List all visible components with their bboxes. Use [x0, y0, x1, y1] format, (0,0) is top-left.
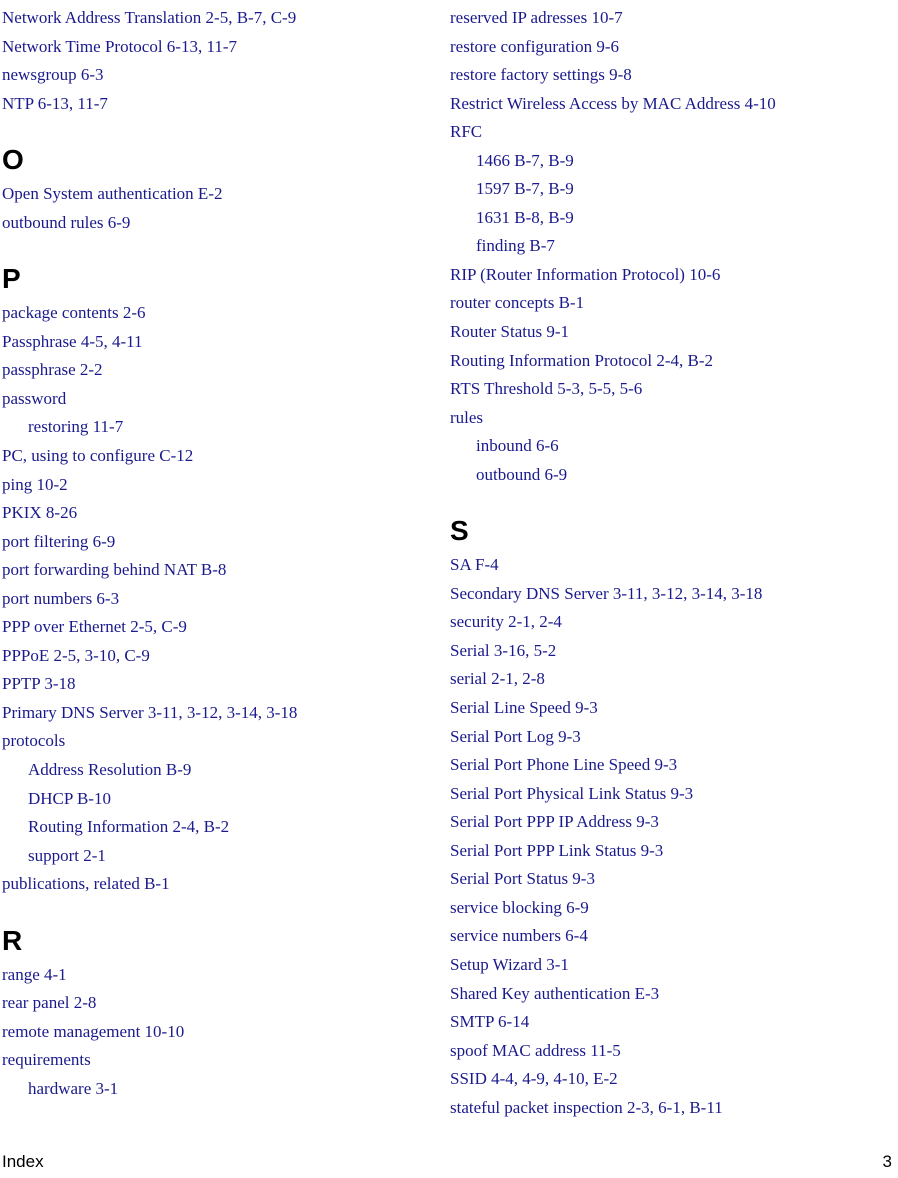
index-entry: Restrict Wireless Access by MAC Address … [450, 90, 880, 119]
index-subentry: 1631 B-8, B-9 [450, 204, 880, 233]
index-subentry: 1597 B-7, B-9 [450, 175, 880, 204]
index-entry: SMTP 6-14 [450, 1008, 880, 1037]
index-entry: Serial Port PPP IP Address 9-3 [450, 808, 880, 837]
footer-title: Index [2, 1152, 44, 1172]
left-column: Network Address Translation 2-5, B-7, C-… [0, 4, 450, 1122]
section-letter-o: O [2, 144, 432, 176]
index-entry: Serial Port Physical Link Status 9-3 [450, 780, 880, 809]
index-entry: Primary DNS Server 3-11, 3-12, 3-14, 3-1… [2, 699, 432, 728]
index-entry: Passphrase 4-5, 4-11 [2, 328, 432, 357]
index-subentry: support 2-1 [2, 842, 432, 871]
index-entry: Network Time Protocol 6-13, 11-7 [2, 33, 432, 62]
index-subentry: finding B-7 [450, 232, 880, 261]
index-subentry: Routing Information 2-4, B-2 [2, 813, 432, 842]
index-entry: RIP (Router Information Protocol) 10-6 [450, 261, 880, 290]
index-entry: password [2, 385, 432, 414]
index-entry: Open System authentication E-2 [2, 180, 432, 209]
index-entry: spoof MAC address 11-5 [450, 1037, 880, 1066]
index-entry: remote management 10-10 [2, 1018, 432, 1047]
index-entry: security 2-1, 2-4 [450, 608, 880, 637]
index-entry: restore factory settings 9-8 [450, 61, 880, 90]
index-entry: RTS Threshold 5-3, 5-5, 5-6 [450, 375, 880, 404]
index-page: Network Address Translation 2-5, B-7, C-… [0, 4, 898, 1122]
index-subentry: restoring 11-7 [2, 413, 432, 442]
page-footer: Index 3 [0, 1122, 898, 1178]
index-entry: PPPoE 2-5, 3-10, C-9 [2, 642, 432, 671]
index-entry: Serial Port Status 9-3 [450, 865, 880, 894]
index-entry: port forwarding behind NAT B-8 [2, 556, 432, 585]
index-entry: Shared Key authentication E-3 [450, 980, 880, 1009]
index-entry: Serial Port Phone Line Speed 9-3 [450, 751, 880, 780]
index-subentry: hardware 3-1 [2, 1075, 432, 1104]
index-entry: rules [450, 404, 880, 433]
index-entry: requirements [2, 1046, 432, 1075]
section-letter-r: R [2, 925, 432, 957]
index-entry: PPTP 3-18 [2, 670, 432, 699]
index-entry: newsgroup 6-3 [2, 61, 432, 90]
index-entry: Serial Port PPP Link Status 9-3 [450, 837, 880, 866]
index-entry: range 4-1 [2, 961, 432, 990]
section-letter-s: S [450, 515, 880, 547]
index-entry: NTP 6-13, 11-7 [2, 90, 432, 119]
index-entry: Serial 3-16, 5-2 [450, 637, 880, 666]
index-entry: Router Status 9-1 [450, 318, 880, 347]
index-entry: protocols [2, 727, 432, 756]
index-entry: SSID 4-4, 4-9, 4-10, E-2 [450, 1065, 880, 1094]
index-entry: Serial Line Speed 9-3 [450, 694, 880, 723]
index-entry: port numbers 6-3 [2, 585, 432, 614]
index-entry: outbound rules 6-9 [2, 209, 432, 238]
index-entry: rear panel 2-8 [2, 989, 432, 1018]
index-entry: passphrase 2-2 [2, 356, 432, 385]
index-entry: Secondary DNS Server 3-11, 3-12, 3-14, 3… [450, 580, 880, 609]
index-subentry: 1466 B-7, B-9 [450, 147, 880, 176]
section-letter-p: P [2, 263, 432, 295]
index-entry: PC, using to configure C-12 [2, 442, 432, 471]
index-entry: publications, related B-1 [2, 870, 432, 899]
index-entry: SA F-4 [450, 551, 880, 580]
index-entry: package contents 2-6 [2, 299, 432, 328]
index-entry: PPP over Ethernet 2-5, C-9 [2, 613, 432, 642]
index-subentry: Address Resolution B-9 [2, 756, 432, 785]
index-entry: service numbers 6-4 [450, 922, 880, 951]
index-subentry: DHCP B-10 [2, 785, 432, 814]
index-entry: Serial Port Log 9-3 [450, 723, 880, 752]
index-entry: ping 10-2 [2, 471, 432, 500]
index-entry: service blocking 6-9 [450, 894, 880, 923]
index-entry: serial 2-1, 2-8 [450, 665, 880, 694]
index-entry: PKIX 8-26 [2, 499, 432, 528]
index-entry: Routing Information Protocol 2-4, B-2 [450, 347, 880, 376]
index-entry: port filtering 6-9 [2, 528, 432, 557]
index-entry: reserved IP adresses 10-7 [450, 4, 880, 33]
index-subentry: inbound 6-6 [450, 432, 880, 461]
index-entry: Setup Wizard 3-1 [450, 951, 880, 980]
index-entry: Network Address Translation 2-5, B-7, C-… [2, 4, 432, 33]
index-entry: router concepts B-1 [450, 289, 880, 318]
right-column: reserved IP adresses 10-7 restore config… [450, 4, 898, 1122]
index-entry: restore configuration 9-6 [450, 33, 880, 62]
index-entry: stateful packet inspection 2-3, 6-1, B-1… [450, 1094, 880, 1123]
index-subentry: outbound 6-9 [450, 461, 880, 490]
index-entry: RFC [450, 118, 880, 147]
footer-page-number: 3 [883, 1152, 892, 1172]
